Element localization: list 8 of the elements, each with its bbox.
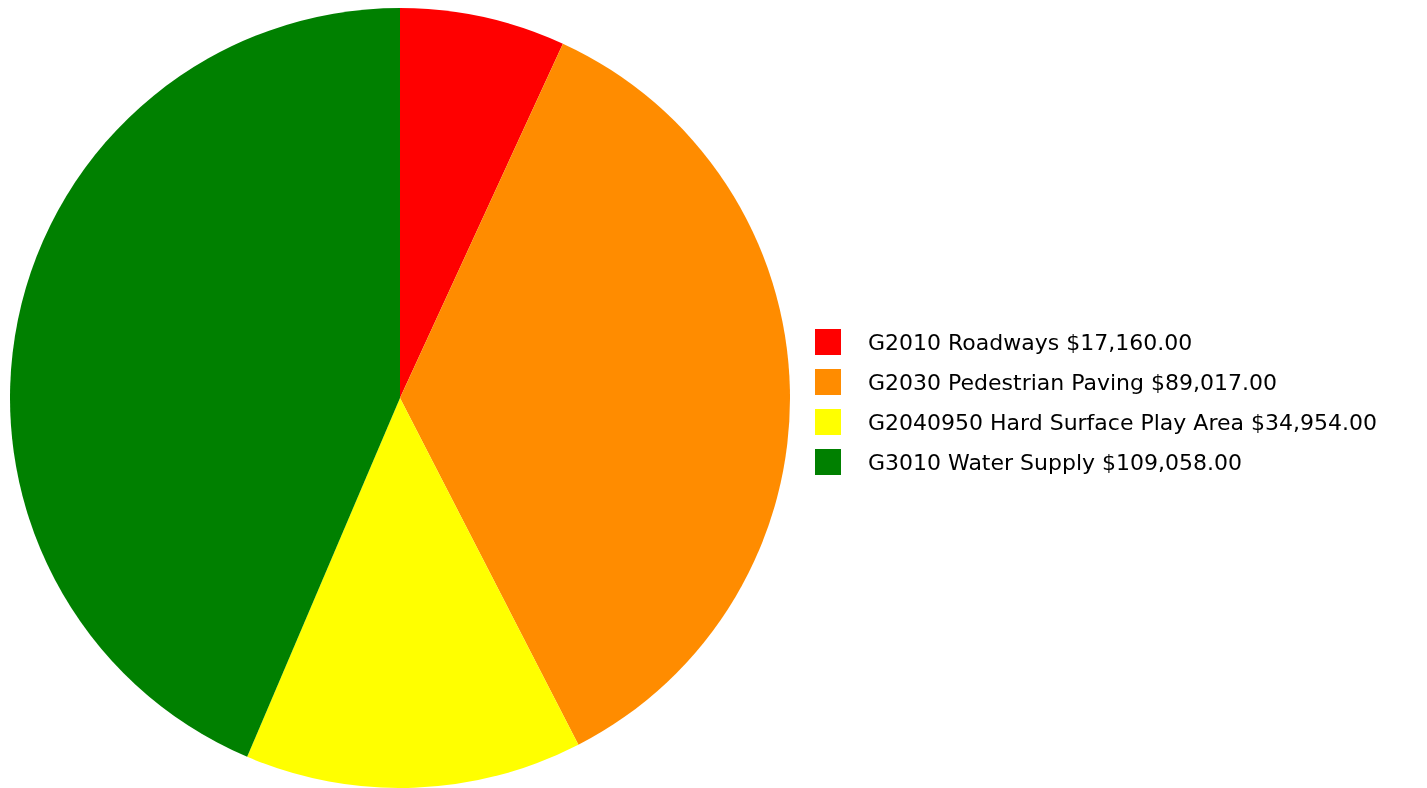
legend-label: G3010 Water Supply $109,058.00 xyxy=(868,449,1242,475)
legend-label: G2030 Pedestrian Paving $89,017.00 xyxy=(868,369,1277,395)
pie-slice xyxy=(400,8,563,398)
pie-slice xyxy=(10,8,400,757)
pie-slice xyxy=(400,43,790,745)
legend-label: G2010 Roadways $17,160.00 xyxy=(868,329,1193,355)
pie-slice xyxy=(247,398,579,788)
legend-label: G2040950 Hard Surface Play Area $34,954.00 xyxy=(868,409,1377,435)
